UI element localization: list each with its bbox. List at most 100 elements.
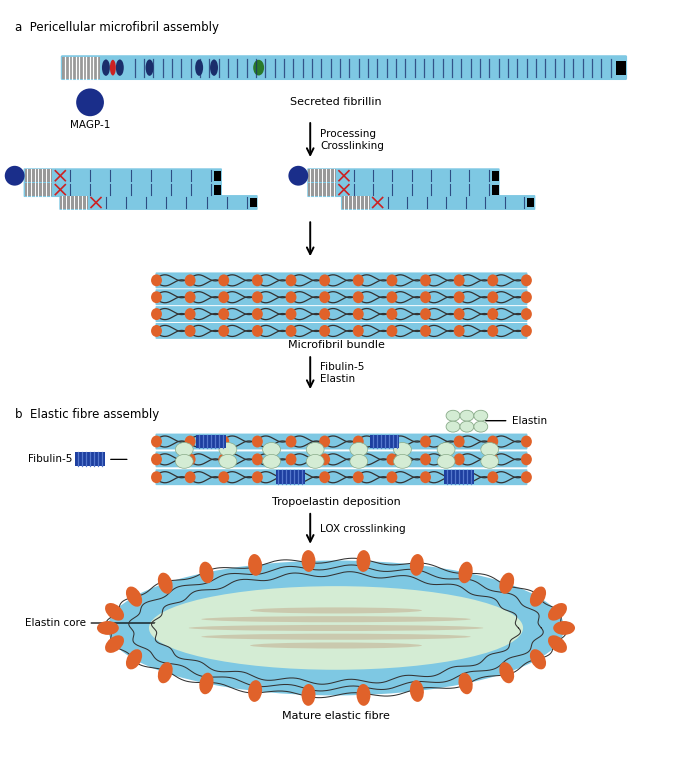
Bar (369, 434, 400, 448)
Bar (63, 57, 100, 79)
Ellipse shape (386, 308, 397, 320)
FancyBboxPatch shape (61, 55, 627, 80)
FancyBboxPatch shape (341, 195, 535, 210)
Bar (61, 196, 88, 209)
Ellipse shape (319, 308, 330, 320)
Bar (528, 198, 534, 208)
Ellipse shape (353, 308, 363, 320)
Ellipse shape (386, 453, 397, 465)
Ellipse shape (420, 471, 431, 483)
Ellipse shape (189, 635, 483, 640)
Bar (214, 185, 221, 195)
Ellipse shape (499, 662, 514, 683)
Circle shape (5, 165, 25, 185)
Text: MAGP-1: MAGP-1 (70, 120, 110, 130)
Ellipse shape (487, 471, 498, 483)
Ellipse shape (410, 554, 424, 576)
Ellipse shape (149, 586, 523, 669)
Ellipse shape (474, 421, 488, 432)
Ellipse shape (353, 471, 363, 483)
Ellipse shape (184, 436, 196, 447)
Ellipse shape (158, 573, 173, 594)
Ellipse shape (201, 633, 470, 640)
Ellipse shape (199, 673, 213, 694)
Ellipse shape (446, 411, 460, 421)
Ellipse shape (252, 471, 263, 483)
Ellipse shape (460, 411, 474, 421)
FancyBboxPatch shape (308, 182, 499, 197)
Ellipse shape (553, 621, 575, 635)
Ellipse shape (420, 291, 431, 303)
Ellipse shape (530, 587, 546, 607)
Ellipse shape (201, 616, 470, 622)
Ellipse shape (285, 325, 297, 337)
Ellipse shape (487, 453, 498, 465)
FancyBboxPatch shape (59, 195, 258, 210)
Ellipse shape (151, 325, 162, 337)
Ellipse shape (454, 453, 464, 465)
Ellipse shape (184, 453, 196, 465)
Bar (308, 169, 336, 182)
Ellipse shape (285, 453, 297, 465)
Bar (75, 453, 105, 466)
Ellipse shape (521, 291, 532, 303)
Ellipse shape (454, 308, 464, 320)
Circle shape (76, 88, 104, 116)
Ellipse shape (454, 436, 464, 447)
Ellipse shape (437, 454, 455, 468)
Ellipse shape (521, 325, 532, 337)
Ellipse shape (437, 443, 455, 457)
Ellipse shape (454, 291, 464, 303)
Ellipse shape (151, 274, 162, 286)
Ellipse shape (151, 291, 162, 303)
Ellipse shape (176, 443, 193, 457)
Ellipse shape (420, 274, 431, 286)
Ellipse shape (151, 308, 162, 320)
Ellipse shape (105, 603, 124, 620)
Ellipse shape (218, 274, 229, 286)
Ellipse shape (151, 436, 162, 447)
Ellipse shape (386, 274, 397, 286)
Ellipse shape (116, 60, 124, 76)
Ellipse shape (521, 453, 532, 465)
Ellipse shape (487, 274, 498, 286)
Ellipse shape (189, 616, 483, 621)
Ellipse shape (420, 308, 431, 320)
Ellipse shape (386, 471, 397, 483)
Ellipse shape (521, 308, 532, 320)
Bar (342, 196, 369, 209)
Ellipse shape (481, 443, 499, 457)
Ellipse shape (184, 274, 196, 286)
Ellipse shape (302, 684, 316, 705)
Ellipse shape (410, 680, 424, 702)
Ellipse shape (219, 443, 237, 457)
Ellipse shape (188, 625, 483, 631)
Ellipse shape (530, 650, 546, 669)
FancyBboxPatch shape (155, 323, 528, 339)
Ellipse shape (353, 453, 363, 465)
Ellipse shape (302, 550, 316, 572)
Ellipse shape (487, 308, 498, 320)
Ellipse shape (454, 325, 464, 337)
Ellipse shape (210, 60, 218, 76)
Bar (444, 470, 474, 484)
Ellipse shape (108, 561, 564, 696)
Ellipse shape (219, 454, 237, 468)
Ellipse shape (386, 291, 397, 303)
Ellipse shape (248, 680, 262, 702)
Ellipse shape (250, 643, 422, 649)
Ellipse shape (195, 60, 203, 76)
Ellipse shape (250, 607, 422, 614)
Ellipse shape (218, 436, 229, 447)
Ellipse shape (262, 454, 281, 468)
Ellipse shape (218, 291, 229, 303)
Ellipse shape (285, 274, 297, 286)
Ellipse shape (105, 635, 124, 653)
Ellipse shape (353, 274, 363, 286)
Ellipse shape (218, 308, 229, 320)
Ellipse shape (153, 589, 518, 667)
Ellipse shape (474, 411, 488, 421)
Ellipse shape (184, 325, 196, 337)
Ellipse shape (319, 274, 330, 286)
Ellipse shape (240, 607, 432, 612)
